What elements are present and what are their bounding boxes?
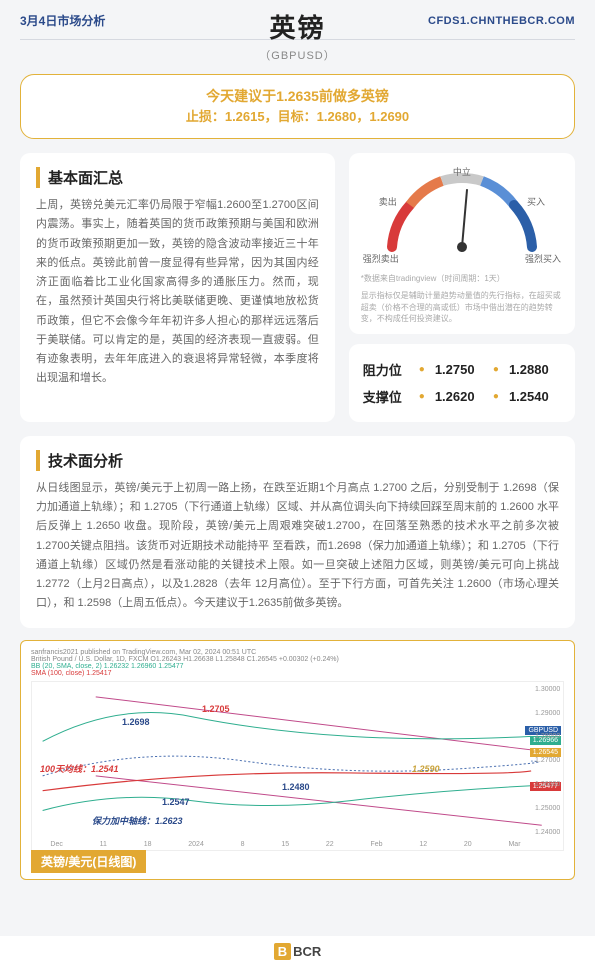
technical-title: 技术面分析 xyxy=(36,450,559,471)
technical-card: 技术面分析 从日线图显示，英镑/美元于上初周一路上扬，在跌至近期1个月高点 1.… xyxy=(20,436,575,628)
page-title: 英镑 xyxy=(259,8,335,45)
support-v2: 1.2540 xyxy=(505,389,561,404)
fundamentals-title: 基本面汇总 xyxy=(36,167,319,188)
support-v1: 1.2620 xyxy=(431,389,487,404)
chart-caption: 英镑/美元(日线图) xyxy=(31,850,146,873)
brand-label: BCR xyxy=(293,944,321,959)
chart-meta2: British Pound / U.S. Dollar, 1D, FXCM O1… xyxy=(31,656,564,663)
anno-5: 1.2480 xyxy=(282,782,310,792)
dot-icon: ● xyxy=(419,391,425,402)
chart-meta3: BB (20, SMA, close, 2) 1.26232 1.26960 1… xyxy=(31,663,564,670)
y-axis: 1.30000 1.29000 1.28000 1.27000 1.26000 … xyxy=(535,686,561,836)
title-block: 英镑 （GBPUSD） xyxy=(259,8,335,63)
anno-7: 保力加中轴线：1.2623 xyxy=(92,814,183,827)
dot-icon: ● xyxy=(493,391,499,402)
x-axis: Dec 11 18 2024 8 15 22 Feb 12 20 Mar xyxy=(32,841,539,848)
dot-icon: ● xyxy=(419,364,425,375)
resistance-row: 阻力位 ● 1.2750 ● 1.2880 xyxy=(363,356,561,383)
fundamentals-body: 上周，英镑兑美元汇率仍局限于窄幅1.2600至1.2700区间内震荡。事实上，随… xyxy=(36,196,319,389)
anno-6: 1.2590 xyxy=(412,764,440,774)
gauge-card: 强烈卖出 卖出 中立 买入 强烈买入 *数据来自tradingview（时间周期… xyxy=(349,153,575,334)
reco-line2: 止损：1.2615，目标：1.2680，1.2690 xyxy=(37,107,558,128)
gauge-neutral: 中立 xyxy=(453,165,471,178)
gauge-sell: 卖出 xyxy=(379,195,397,208)
anno-4: 1.2547 xyxy=(162,797,190,807)
support-row: 支撑位 ● 1.2620 ● 1.2540 xyxy=(363,383,561,410)
anno-3: 100天均线：1.2541 xyxy=(40,762,119,775)
dot-icon: ● xyxy=(493,364,499,375)
levels-card: 阻力位 ● 1.2750 ● 1.2880 支撑位 ● 1.2620 ● 1.2… xyxy=(349,344,575,422)
resistance-label: 阻力位 xyxy=(363,360,413,379)
gauge-buy: 买入 xyxy=(527,195,545,208)
resistance-v1: 1.2750 xyxy=(431,362,487,377)
header: 3月4日市场分析 英镑 （GBPUSD） CFDS1.CHNTHEBCR.COM xyxy=(0,0,595,33)
technical-body: 从日线图显示，英镑/美元于上初周一路上扬，在跌至近期1个月高点 1.2700 之… xyxy=(36,479,559,614)
content-row: 基本面汇总 上周，英镑兑美元汇率仍局限于窄幅1.2600至1.2700区间内震荡… xyxy=(0,153,595,422)
chart-area: 1.2698 1.2705 100天均线：1.2541 1.2547 1.248… xyxy=(31,681,564,851)
chart-card: sanfrancis2021 published on TradingView.… xyxy=(20,640,575,880)
page-subtitle: （GBPUSD） xyxy=(259,47,335,63)
support-label: 支撑位 xyxy=(363,387,413,406)
footer: B BCR xyxy=(0,936,595,966)
gauge-note2: 显示指标仅是辅助计量趋势动量值的先行指标，在超买或超卖（价格不合理的高或低）市场… xyxy=(361,290,563,324)
source-url: CFDS1.CHNTHEBCR.COM xyxy=(428,15,575,27)
fundamentals-card: 基本面汇总 上周，英镑兑美元汇率仍局限于窄幅1.2600至1.2700区间内震荡… xyxy=(20,153,335,422)
gauge-sell-strong: 强烈卖出 xyxy=(363,252,399,265)
anno-1: 1.2698 xyxy=(122,717,150,727)
resistance-v2: 1.2880 xyxy=(505,362,561,377)
gauge-buy-strong: 强烈买入 xyxy=(525,252,561,265)
anno-2: 1.2705 xyxy=(202,704,230,714)
right-column: 强烈卖出 卖出 中立 买入 强烈买入 *数据来自tradingview（时间周期… xyxy=(349,153,575,422)
reco-line1: 今天建议于1.2635前做多英镑 xyxy=(37,85,558,107)
gauge-svg xyxy=(372,167,552,257)
gauge: 强烈卖出 卖出 中立 买入 强烈买入 xyxy=(361,167,563,267)
chart-meta4: SMA (100, close) 1.25417 xyxy=(31,670,564,677)
chart-meta1: sanfrancis2021 published on TradingView.… xyxy=(31,649,564,656)
logo-icon: B xyxy=(274,943,291,960)
gauge-note1: *数据来自tradingview（时间周期：1天） xyxy=(361,273,563,284)
recommendation-box: 今天建议于1.2635前做多英镑 止损：1.2615，目标：1.2680，1.2… xyxy=(20,74,575,139)
date-label: 3月4日市场分析 xyxy=(20,12,105,29)
